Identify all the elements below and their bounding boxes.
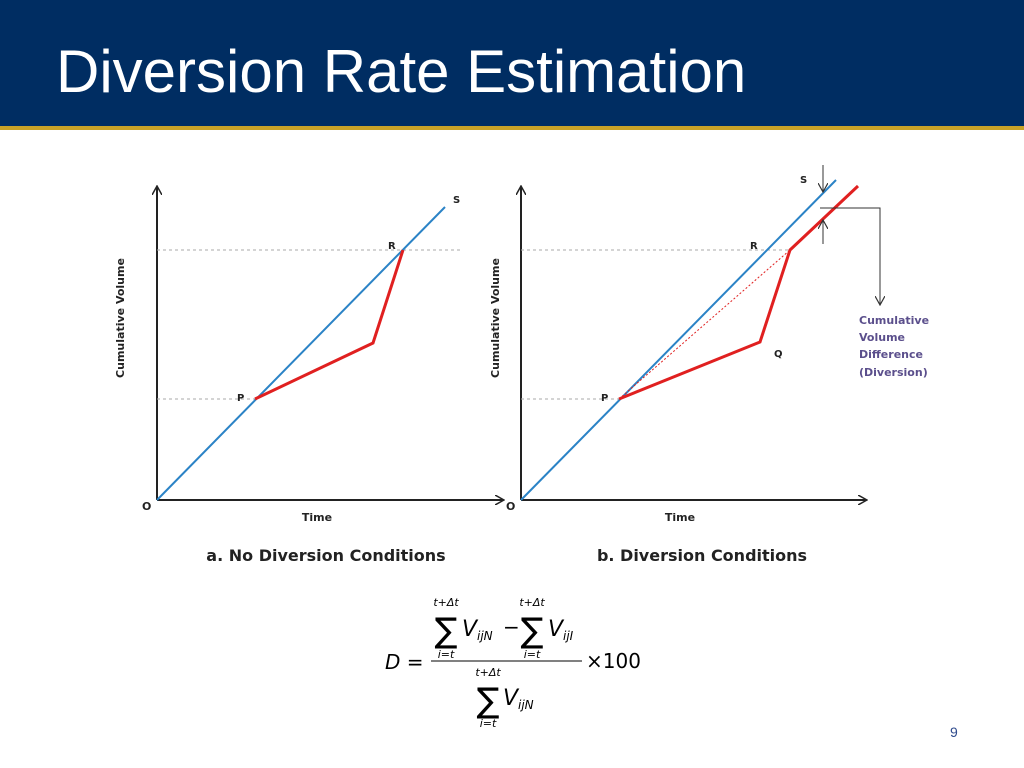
page-number: 9: [950, 724, 958, 740]
sum-upper-limit: t+Δt: [519, 596, 545, 609]
sigma-symbol: ∑: [521, 611, 544, 651]
line-s-label: S: [453, 195, 460, 206]
times-100: ×100: [586, 649, 641, 673]
formula-lhs: D =: [385, 650, 424, 674]
sigma-symbol: ∑: [477, 681, 500, 721]
caption-b: b. Diversion Conditions: [597, 546, 807, 565]
subscript-ijn: ijN: [477, 629, 493, 643]
sum-upper-limit: t+Δt: [433, 596, 459, 609]
minus-sign: −: [503, 615, 520, 639]
annotation-line: (Diversion): [859, 366, 928, 379]
y-axis-label: Cumulative Volume: [489, 258, 502, 378]
line-prq: [254, 249, 405, 401]
line-pqr: [618, 184, 860, 401]
sum-lower-limit: i=t: [438, 648, 455, 661]
origin-label: O: [506, 500, 515, 513]
volume-variable: V: [503, 686, 520, 711]
title-bar-rule: [0, 126, 1024, 130]
line-s-label: S: [800, 175, 807, 186]
origin-label: O: [142, 500, 151, 513]
point-p-label: P: [237, 393, 244, 404]
title-bar: [0, 0, 1024, 126]
annotation-line: Cumulative: [859, 314, 929, 327]
subscript-iji: ijI: [563, 629, 574, 643]
annotation-line: Volume: [859, 331, 905, 344]
diagram-b: O P Q R S Cumulative Volume Difference (…: [489, 165, 933, 565]
sigma-symbol: ∑: [435, 611, 458, 651]
sum-lower-limit: i=t: [524, 648, 541, 661]
x-axis-label: Time: [665, 511, 695, 524]
point-r-label: R: [388, 241, 396, 252]
volume-variable: V: [462, 617, 479, 642]
slide-title: Diversion Rate Estimation: [56, 38, 747, 105]
line-s: [520, 179, 837, 501]
point-q-label: Q: [774, 349, 783, 360]
difference-annotation: Cumulative Volume Difference (Diversion): [859, 314, 933, 379]
x-axis-label: Time: [302, 511, 332, 524]
line-s: [156, 206, 446, 501]
annotation-line: Difference: [859, 348, 923, 361]
subscript-ijn: ijN: [518, 698, 534, 712]
sum-upper-limit: t+Δt: [475, 666, 501, 679]
diagram-a: O P R S Time Cumulative Volume a. No Div…: [114, 187, 503, 565]
point-p-label: P: [601, 393, 608, 404]
volume-variable: V: [548, 617, 565, 642]
difference-callout-line: [820, 207, 880, 304]
caption-a: a. No Diversion Conditions: [206, 546, 445, 565]
y-axis-label: Cumulative Volume: [114, 258, 127, 378]
point-r-label: R: [750, 241, 758, 252]
diversion-formula: D = t+Δt ∑ i=t V ijN − t+Δt ∑ i=t V ijI …: [385, 596, 641, 730]
sum-lower-limit: i=t: [480, 717, 497, 730]
dashed-pr-line: [618, 249, 791, 400]
